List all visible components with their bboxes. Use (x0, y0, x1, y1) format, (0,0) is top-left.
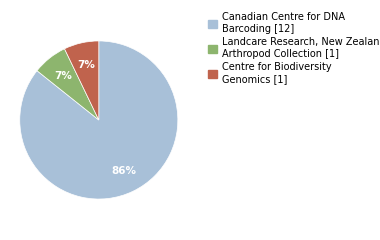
Wedge shape (20, 41, 178, 199)
Legend: Canadian Centre for DNA
Barcoding [12], Landcare Research, New Zealand
Arthropod: Canadian Centre for DNA Barcoding [12], … (206, 10, 380, 86)
Text: 7%: 7% (54, 71, 72, 80)
Text: 86%: 86% (111, 166, 136, 176)
Wedge shape (37, 49, 99, 120)
Wedge shape (65, 41, 99, 120)
Text: 7%: 7% (77, 60, 95, 70)
